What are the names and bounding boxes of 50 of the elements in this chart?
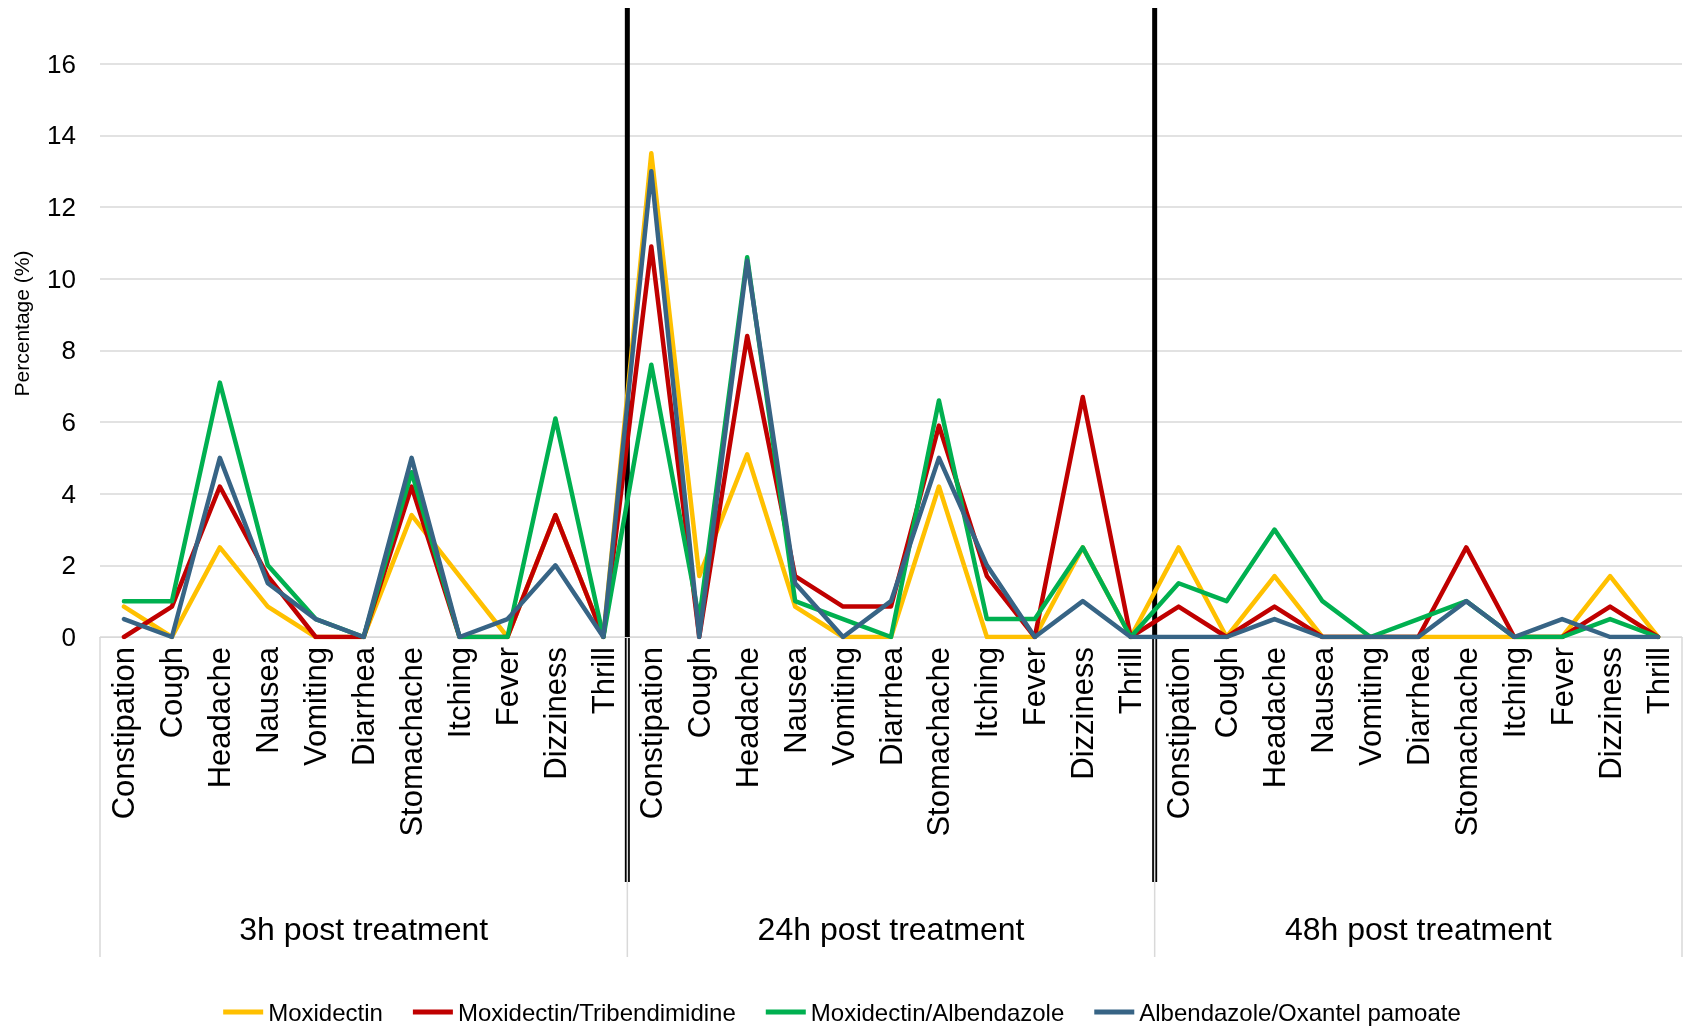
x-tick-label: Fever xyxy=(489,647,525,727)
x-tick-label: Fever xyxy=(1017,647,1053,727)
x-tick-label: Itching xyxy=(442,647,478,739)
legend-label: Moxidectin/Albendazole xyxy=(810,998,1065,1026)
x-tick-label: Headache xyxy=(1257,647,1293,789)
x-tick-label: Cough xyxy=(1209,647,1245,739)
y-tick-label: 16 xyxy=(47,48,76,79)
text: 3h post treatment xyxy=(239,911,489,947)
x-tick-label: Itching xyxy=(969,647,1005,739)
text: 24h post treatment xyxy=(757,911,1025,947)
x-tick-label: Fever xyxy=(1544,647,1580,727)
y-tick-label: 0 xyxy=(61,622,76,652)
y-axis-title: Percentage (%) xyxy=(10,250,33,397)
y-tick-label: 4 xyxy=(61,478,76,509)
x-tick-label: Dizziness xyxy=(1065,647,1101,780)
x-tick-label: Thrill xyxy=(585,647,621,715)
legend-label: Albendazole/Oxantel pamoate xyxy=(1139,998,1461,1026)
y-tick-label: 6 xyxy=(61,407,76,438)
x-tick-label: Headache xyxy=(202,647,238,789)
x-tick-label: Diarrhea xyxy=(873,646,909,766)
x-tick-label: Stomachache xyxy=(394,647,430,837)
y-tick-label: 12 xyxy=(47,192,76,223)
x-tick-label: Diarrhea xyxy=(346,646,382,766)
x-tick-label: Itching xyxy=(1496,647,1532,739)
x-tick-label: Vomiting xyxy=(1352,647,1388,766)
x-tick-label: Cough xyxy=(681,647,717,739)
x-tick-label: Headache xyxy=(729,647,765,789)
x-tick-label: Vomiting xyxy=(825,647,861,766)
x-tick-label: Thrill xyxy=(1113,647,1149,715)
x-tick-label: Dizziness xyxy=(537,647,573,780)
legend-label: Moxidectin/Tribendimidine xyxy=(457,998,736,1026)
x-tick-label: Diarrhea xyxy=(1400,646,1436,766)
x-tick-label: Vomiting xyxy=(298,647,334,766)
x-tick-label: Nausea xyxy=(1304,646,1340,754)
x-tick-label: Nausea xyxy=(777,646,813,754)
y-tick-label: 14 xyxy=(47,120,76,151)
x-tick-label: Cough xyxy=(154,647,190,739)
y-tick-label: 10 xyxy=(47,263,76,294)
x-tick-label: Nausea xyxy=(250,646,286,754)
legend-label: Moxidectin xyxy=(268,998,383,1026)
x-tick-label: Thrill xyxy=(1640,647,1676,715)
text: 48h post treatment xyxy=(1284,911,1552,947)
y-tick-label: 2 xyxy=(61,550,76,581)
x-tick-label: Constipation xyxy=(633,647,669,820)
x-tick-label: Constipation xyxy=(1161,647,1197,820)
y-tick-label: 8 xyxy=(61,335,76,366)
x-tick-label: Constipation xyxy=(106,647,142,820)
x-tick-label: Dizziness xyxy=(1592,647,1628,780)
x-tick-label: Stomachache xyxy=(1448,647,1484,837)
x-tick-label: Stomachache xyxy=(921,647,957,837)
